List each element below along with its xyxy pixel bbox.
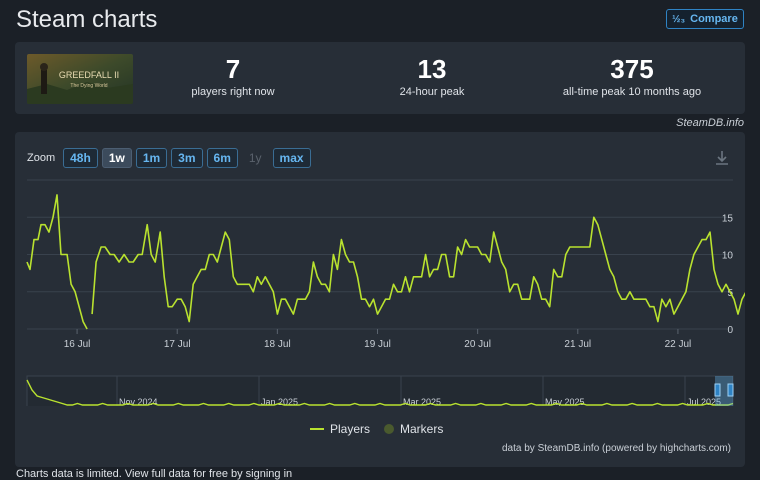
zoom-1w-button[interactable]: 1w (101, 148, 132, 168)
players-legend-swatch (310, 428, 324, 430)
zoom-max-button[interactable]: max (272, 148, 311, 168)
chart-panel: Zoom 48h 1w 1m 3m 6m 1y max 0 5 10 15 16 Ju… (15, 132, 745, 467)
y-tick-label: 10 (722, 251, 734, 262)
navigator-label: May 2025 (545, 397, 585, 406)
legend-players-label: Players (330, 422, 371, 436)
stat-label: 24-hour peak (399, 86, 465, 98)
game-logo-line2: The Dying World (70, 83, 107, 89)
stat-label: all-time peak 10 months ago (562, 86, 702, 98)
y-tick-label: 15 (722, 213, 734, 224)
sign-in-note[interactable]: Charts data is limited. View full data f… (16, 468, 293, 480)
legend-markers-label: Markers (400, 422, 444, 436)
compare-button[interactable]: ½₃ Compare (666, 9, 744, 29)
stat-value: 7 (225, 54, 241, 84)
x-tick-label: 19 Jul (364, 339, 391, 350)
players-series (26, 194, 745, 330)
zoom-label: Zoom (27, 152, 56, 164)
navigator-handle-right (727, 383, 734, 397)
markers-legend-swatch (384, 424, 395, 434)
x-tick-label: 16 Jul (64, 339, 91, 350)
navigator-label: Jul 2025 (687, 397, 721, 406)
steamdb-credit[interactable]: SteamDB.info (676, 117, 744, 129)
navigator-label: Nov 2024 (119, 397, 158, 406)
zoom-1m-button[interactable]: 1m (135, 148, 168, 168)
stat-label: players right now (191, 86, 275, 98)
x-axis-labels: 16 Jul 17 Jul 18 Jul 19 Jul 20 Jul 21 Jul 22 J… (64, 329, 692, 350)
chart-grid (27, 179, 733, 330)
navigator-label: Mar 2025 (403, 397, 441, 406)
legend-players[interactable]: Players (310, 422, 370, 436)
zoom-controls: Zoom 48h 1w 1m 3m 6m 1y max (27, 148, 311, 168)
zoom-1y-button: 1y (248, 151, 262, 165)
stat-all-time-peak: 375 all-time peak 10 months ago (552, 54, 712, 98)
zoom-48h-button[interactable]: 48h (63, 148, 98, 168)
page-title: Steam charts (16, 6, 158, 33)
compare-icon: ½₃ (672, 13, 686, 25)
game-logo-line1: GREEDFALL II (59, 70, 119, 80)
stat-value: 13 (417, 54, 447, 84)
navigator[interactable]: Nov 2024 Jan 2025 Mar 2025 May 2025 Jul 2025 (26, 375, 734, 406)
navigator-line (26, 379, 734, 406)
players-line (26, 194, 88, 330)
download-icon[interactable] (715, 150, 729, 166)
legend-markers[interactable]: Markers (384, 422, 443, 436)
stat-24h-peak: 13 24-hour peak (372, 54, 492, 98)
navigator-handle-left (714, 383, 721, 397)
x-tick-label: 21 Jul (564, 339, 591, 350)
x-tick-label: 20 Jul (464, 339, 491, 350)
zoom-3m-button[interactable]: 3m (171, 148, 203, 168)
game-thumbnail[interactable]: GREEDFALL II The Dying World (27, 54, 133, 104)
compare-label: Compare (690, 13, 738, 25)
zoom-6m-button[interactable]: 6m (206, 148, 238, 168)
players-line (91, 216, 745, 323)
y-tick-label: 0 (727, 325, 733, 336)
chart-legend: Players Markers (310, 422, 443, 436)
data-credit[interactable]: data by SteamDB.info (powered by highcha… (502, 443, 731, 454)
stat-value: 375 (610, 54, 654, 84)
stat-players-now: 7 players right now (183, 54, 283, 98)
x-tick-label: 22 Jul (665, 339, 692, 350)
navigator-label: Jan 2025 (261, 397, 298, 406)
stats-panel: GREEDFALL II The Dying World 7 players r… (15, 42, 745, 114)
x-tick-label: 18 Jul (264, 339, 291, 350)
navigator-frame (26, 375, 734, 406)
x-tick-label: 17 Jul (164, 339, 191, 350)
